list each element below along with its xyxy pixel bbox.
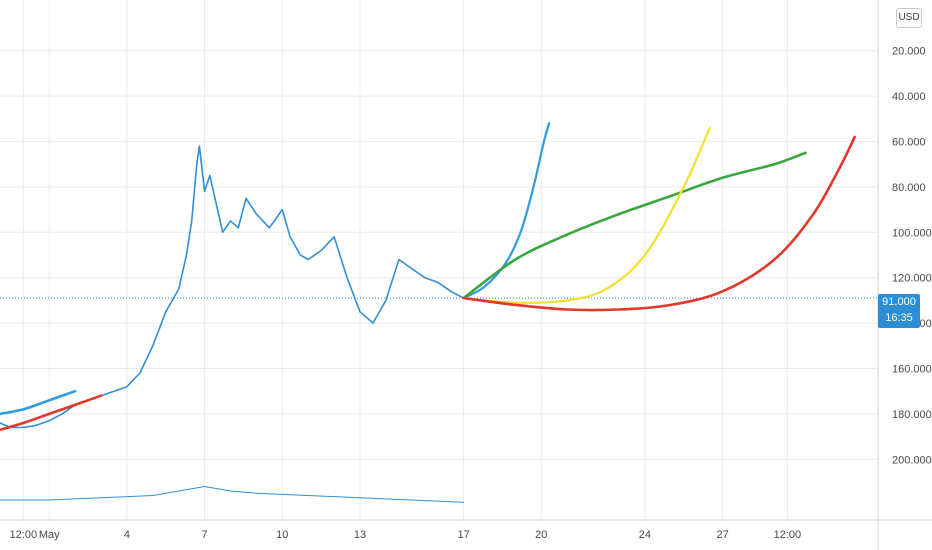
x-tick-label: 10 bbox=[276, 529, 288, 541]
x-tick-label: 12:00 bbox=[774, 529, 802, 541]
x-tick-label: 4 bbox=[124, 529, 130, 541]
projection-yellow bbox=[462, 126, 711, 304]
early-projection-blue bbox=[0, 389, 77, 416]
projection-blue bbox=[462, 122, 551, 300]
y-tick-label: 120.000 bbox=[892, 273, 932, 285]
projection-green bbox=[462, 151, 807, 300]
y-tick-label: 60.000 bbox=[892, 137, 926, 149]
grid-lines bbox=[0, 0, 878, 522]
x-tick-label: May bbox=[39, 529, 60, 541]
x-tick-label: 13 bbox=[354, 529, 366, 541]
x-tick-label: 24 bbox=[639, 529, 651, 541]
last-price-tag: 91.000 16:35 bbox=[878, 294, 920, 328]
series-group bbox=[0, 122, 878, 503]
y-tick-label: 40.000 bbox=[892, 91, 926, 103]
bar-countdown: 16:35 bbox=[885, 312, 913, 324]
last-price-value: 91.000 bbox=[882, 296, 916, 308]
y-tick-label: 80.000 bbox=[892, 182, 926, 194]
x-tick-label: 20 bbox=[535, 529, 547, 541]
y-tick-label: 200.000 bbox=[892, 454, 932, 466]
projection-red bbox=[462, 135, 856, 312]
early-projection-red bbox=[0, 394, 103, 432]
y-tick-label: 180.000 bbox=[892, 409, 932, 421]
x-tick-label: 17 bbox=[457, 529, 469, 541]
volume-line bbox=[0, 486, 465, 503]
y-tick-label: 160.000 bbox=[892, 364, 932, 376]
currency-button[interactable]: USD bbox=[896, 8, 922, 28]
price-line bbox=[0, 145, 465, 429]
x-tick-label: 27 bbox=[716, 529, 728, 541]
y-tick-label: 100.000 bbox=[892, 227, 932, 239]
x-tick-label: 7 bbox=[202, 529, 208, 541]
y-tick-label: 20.000 bbox=[892, 46, 926, 58]
x-tick-label: 12:00 bbox=[10, 529, 38, 541]
